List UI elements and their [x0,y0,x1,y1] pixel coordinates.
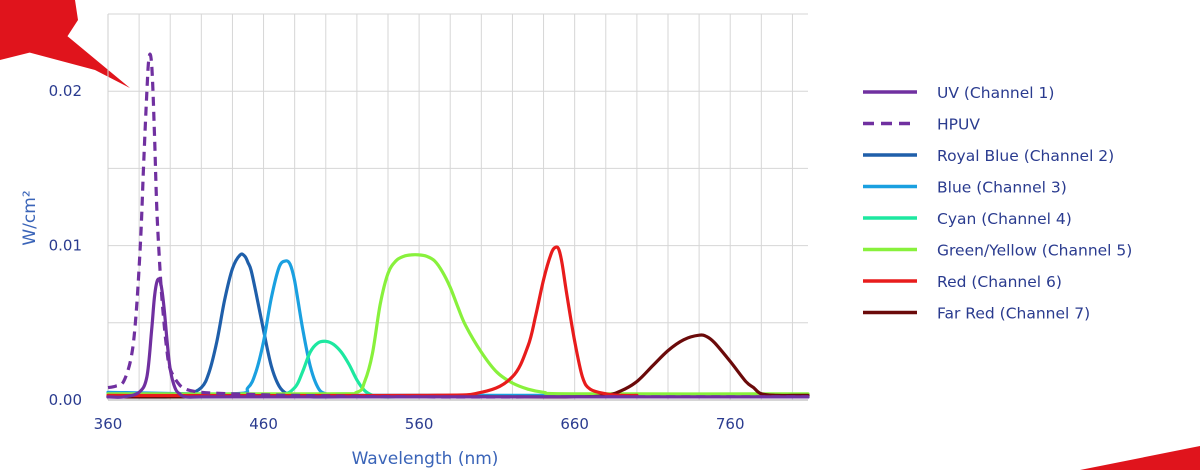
red-corner-decoration-top-left [0,0,78,60]
series-line-red-channel-6 [106,245,639,398]
legend-label: Royal Blue (Channel 2) [937,147,1114,165]
x-tick-label: 760 [716,415,745,433]
plot-grid [107,13,808,401]
legend-label: Green/Yellow (Channel 5) [937,242,1132,260]
legend-label: HPUV [937,116,980,134]
x-tick-label: 560 [405,415,434,433]
x-tick-label: 360 [94,415,123,433]
legend: UV (Channel 1) HPUV Royal Blue (Channel 2)… [863,84,1132,323]
plot-series [106,52,810,399]
y-axis-ticks: 0.00 0.01 0.02 [49,82,82,409]
series-line-cyan-channel-4 [106,339,810,399]
y-tick-label: 0.01 [49,237,82,255]
series-line-green-yellow-channel-5 [106,253,810,396]
legend-label: Blue (Channel 3) [937,179,1067,197]
x-axis-title: Wavelength (nm) [352,449,499,469]
legend-label: Red (Channel 6) [937,273,1062,291]
y-tick-label: 0.00 [49,391,82,409]
red-arrow-decoration [20,30,130,88]
series-line-uv-channel-1 [106,277,810,399]
series-line-royal-blue-channel-2 [106,252,810,399]
series-line-hpuv [107,52,808,399]
x-tick-label: 660 [560,415,589,433]
legend-label: Cyan (Channel 4) [937,210,1072,228]
y-tick-label: 0.02 [49,82,82,100]
series-line-far-red-channel-7 [106,333,810,399]
legend-label: UV (Channel 1) [937,84,1054,102]
red-corner-decoration-bottom-right [1080,446,1200,470]
series-line-blue-channel-3 [106,259,810,398]
x-tick-label: 460 [249,415,278,433]
x-axis-ticks: 360 460 560 660 760 [94,415,745,433]
y-axis-title: W/cm² [20,190,40,245]
legend-label: Far Red (Channel 7) [937,305,1090,323]
